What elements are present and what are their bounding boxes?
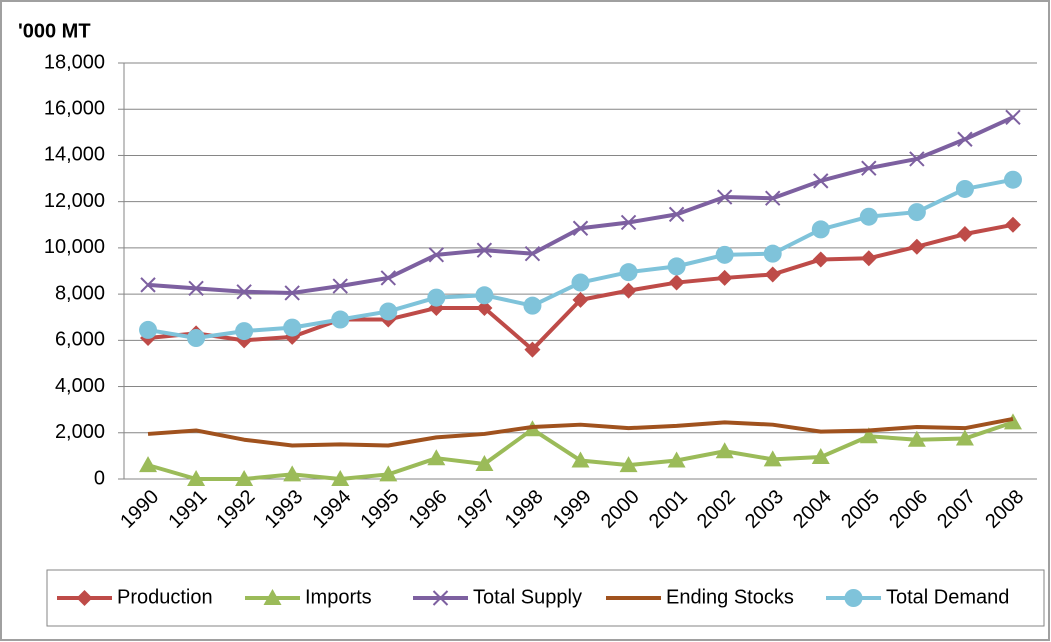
- series-line: [147, 416, 1014, 448]
- data-point: [715, 442, 734, 459]
- data-point: [524, 341, 541, 358]
- data-point: [812, 251, 829, 268]
- data-point: [235, 470, 254, 486]
- data-point: [523, 296, 542, 315]
- data-point: [1003, 413, 1022, 430]
- data-point: [476, 242, 493, 258]
- data-point: [668, 274, 685, 291]
- data-point: [1005, 109, 1021, 126]
- data-point: [859, 207, 878, 226]
- data-point: [813, 173, 829, 189]
- data-point: [764, 266, 781, 283]
- data-point: [475, 286, 494, 305]
- data-point: [907, 203, 926, 222]
- data-point: [235, 322, 254, 341]
- data-point: [668, 206, 685, 223]
- y-axis-title: '000 MT: [18, 20, 91, 42]
- data-point: [715, 245, 734, 264]
- data-point: [811, 220, 830, 239]
- data-point: [283, 465, 302, 482]
- data-point: [139, 320, 158, 339]
- y-tick-label: 4,000: [55, 375, 105, 397]
- data-point: [380, 270, 396, 286]
- data-point: [907, 430, 926, 447]
- data-point: [236, 284, 252, 300]
- y-tick-label: 2,000: [55, 421, 105, 443]
- data-point: [956, 226, 973, 243]
- legend-label: Total Supply: [473, 586, 582, 608]
- data-point: [572, 220, 589, 236]
- legend-marker: [76, 590, 93, 606]
- data-point: [331, 470, 350, 486]
- data-point: [955, 179, 974, 198]
- data-point: [765, 190, 781, 206]
- data-point: [284, 285, 300, 301]
- data-point: [139, 456, 158, 473]
- data-point: [859, 427, 878, 444]
- data-point: [379, 302, 398, 321]
- data-point: [427, 449, 446, 466]
- data-point: [909, 151, 925, 167]
- y-tick-label: 10,000: [44, 236, 105, 258]
- data-point: [475, 454, 494, 471]
- data-point: [571, 451, 590, 468]
- data-point: [332, 278, 348, 294]
- y-tick-label: 14,000: [44, 144, 105, 166]
- legend-label: Ending Stocks: [666, 586, 794, 608]
- y-tick-label: 6,000: [55, 329, 105, 351]
- data-point: [957, 131, 973, 147]
- data-point: [619, 263, 638, 282]
- data-point: [620, 282, 637, 299]
- data-point: [283, 318, 302, 337]
- y-tick-label: 16,000: [44, 98, 105, 120]
- data-point: [860, 250, 877, 267]
- data-point: [572, 291, 589, 308]
- data-point: [1003, 170, 1022, 189]
- data-point: [667, 257, 686, 276]
- legend-marker: [844, 589, 863, 607]
- data-point: [428, 247, 445, 263]
- data-point: [187, 470, 206, 486]
- y-tick-label: 12,000: [44, 190, 105, 212]
- data-point: [811, 448, 830, 465]
- data-point: [620, 214, 637, 231]
- y-tick-label: 18,000: [44, 51, 105, 73]
- data-point: [955, 429, 974, 446]
- y-tick-label: 0: [94, 467, 105, 489]
- data-point: [763, 244, 782, 263]
- data-point: [427, 288, 446, 307]
- y-tick-label: 8,000: [55, 282, 105, 304]
- data-point: [140, 277, 156, 293]
- data-point: [716, 189, 733, 205]
- legend-label: Total Demand: [886, 586, 1009, 608]
- data-point: [763, 450, 782, 467]
- data-point: [331, 310, 350, 329]
- data-point: [619, 456, 638, 473]
- legend-label: Imports: [305, 586, 372, 608]
- data-point: [379, 465, 398, 482]
- data-point: [188, 280, 204, 297]
- legend-label: Production: [117, 586, 213, 608]
- legend-marker: [263, 589, 282, 605]
- data-point: [1004, 216, 1021, 233]
- data-point: [861, 160, 877, 176]
- data-point: [571, 273, 590, 292]
- data-point: [476, 299, 493, 316]
- data-point: [716, 269, 733, 286]
- data-point: [667, 451, 686, 468]
- data-point: [524, 245, 541, 262]
- data-point: [187, 329, 206, 348]
- data-point: [908, 238, 925, 255]
- legend-marker: [432, 590, 449, 606]
